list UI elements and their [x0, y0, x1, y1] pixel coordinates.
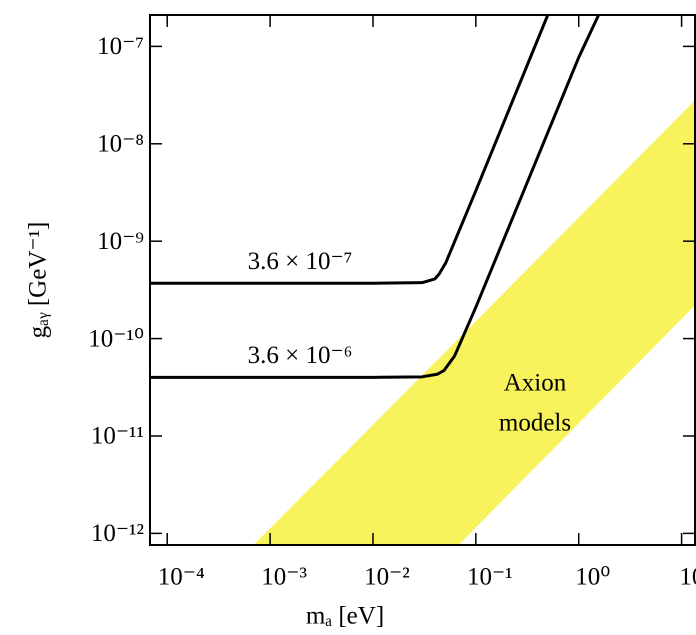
band-label: Axion — [504, 370, 567, 397]
band-label: models — [499, 410, 571, 437]
curve — [150, 15, 600, 379]
x-tick-label: 10⁻¹ — [467, 564, 513, 591]
y-tick-label: 10⁻⁷ — [97, 33, 144, 60]
y-tick-label: 10⁻¹⁰ — [88, 325, 144, 352]
curve-label: 3.6 × 10⁻⁷ — [248, 248, 353, 275]
frame — [149, 14, 696, 546]
y-axis-label: gₐᵧ [GeV⁻¹] — [25, 222, 52, 339]
y-tick-label: 10⁻⁸ — [97, 131, 144, 158]
x-tick-label: 10⁻² — [364, 564, 410, 591]
curve — [150, 15, 550, 285]
y-tick-label: 10⁻¹¹ — [91, 423, 144, 450]
plot-area — [150, 15, 695, 545]
y-tick-label: 10⁻⁹ — [97, 228, 144, 255]
curve-label: 3.6 × 10⁻⁶ — [248, 342, 353, 369]
x-tick-label: 10¹ — [679, 564, 696, 591]
y-tick-label: 10⁻¹² — [91, 520, 144, 547]
x-tick-label: 10⁻³ — [261, 564, 307, 591]
axion-band — [253, 100, 695, 545]
x-tick-label: 10⁰ — [575, 564, 610, 591]
x-tick-label: 10⁻⁴ — [158, 564, 205, 591]
x-axis-label: mₐ [eV] — [306, 603, 384, 630]
